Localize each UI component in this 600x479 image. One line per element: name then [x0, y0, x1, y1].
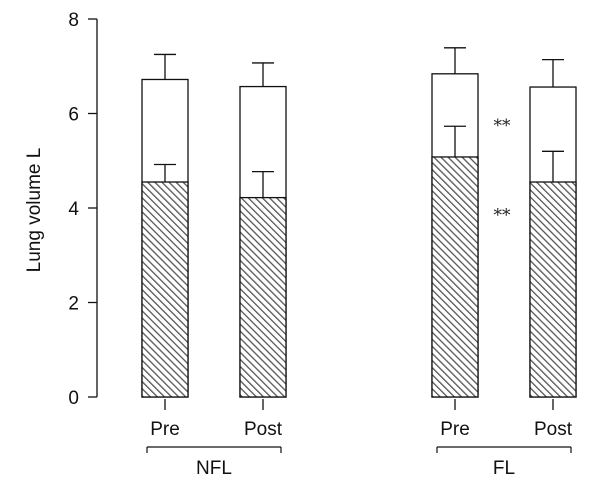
x-tick-label-2: Pre	[440, 419, 470, 440]
y-tick-label-1: 2	[68, 294, 79, 315]
group-label-0: NFL	[196, 458, 232, 479]
y-axis: 0 2 4 6 8	[68, 10, 98, 409]
y-axis-label: Lung volume L	[24, 148, 45, 273]
x-tick-label-0: Pre	[150, 419, 180, 440]
y-tick-label-3: 6	[68, 105, 79, 126]
bar-lower-2	[431, 156, 479, 398]
significance-marker-1: **	[494, 206, 512, 226]
x-axis: Pre Post Pre Post NFL FL	[146, 399, 573, 479]
x-tick-label-1: Post	[244, 419, 283, 440]
bar-lower-1	[239, 196, 287, 398]
annotations-layer: ** **	[494, 116, 512, 226]
y-tick-label-2: 4	[68, 199, 79, 220]
y-tick-label-0: 0	[68, 388, 79, 409]
y-tick-label-4: 8	[68, 10, 79, 31]
bars-layer	[141, 47, 577, 398]
bar-lower-3	[529, 181, 577, 398]
group-label-1: FL	[493, 458, 515, 479]
significance-marker-0: **	[494, 116, 512, 136]
x-tick-label-3: Post	[534, 419, 573, 440]
bar-lower-0	[141, 181, 189, 398]
